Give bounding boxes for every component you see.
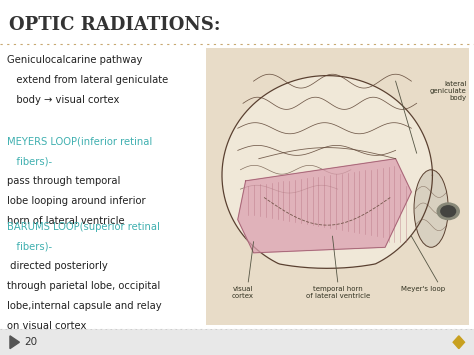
Text: horn of lateral ventricle: horn of lateral ventricle <box>7 216 125 226</box>
Text: MEYERS LOOP(inferior retinal: MEYERS LOOP(inferior retinal <box>7 137 152 147</box>
Text: Geniculocalcarine pathway: Geniculocalcarine pathway <box>7 55 143 65</box>
Text: temporal horn
of lateral ventricle: temporal horn of lateral ventricle <box>306 286 370 299</box>
Text: 20: 20 <box>25 337 38 347</box>
Text: body → visual cortex: body → visual cortex <box>7 95 119 105</box>
Text: directed posteriorly: directed posteriorly <box>7 262 108 272</box>
Polygon shape <box>10 336 19 349</box>
Text: OPTIC RADIATIONS:: OPTIC RADIATIONS: <box>9 16 221 34</box>
Polygon shape <box>238 159 411 253</box>
Text: extend from lateral geniculate: extend from lateral geniculate <box>7 75 168 85</box>
FancyBboxPatch shape <box>0 329 474 355</box>
Text: BARUMS LOOP(superior retinal: BARUMS LOOP(superior retinal <box>7 222 160 232</box>
Text: pass through temporal: pass through temporal <box>7 176 120 186</box>
Text: lateral
geniculate
body: lateral geniculate body <box>430 81 466 101</box>
Text: lobe looping around inferior: lobe looping around inferior <box>7 196 146 206</box>
Circle shape <box>441 206 456 217</box>
Text: fibers)-: fibers)- <box>7 157 52 166</box>
Polygon shape <box>453 336 465 349</box>
Text: lobe,internal capsule and relay: lobe,internal capsule and relay <box>7 301 162 311</box>
Text: through parietal lobe, occipital: through parietal lobe, occipital <box>7 281 160 291</box>
Text: fibers)-: fibers)- <box>7 242 52 252</box>
Text: visual
cortex: visual cortex <box>232 286 254 299</box>
Text: Meyer's loop: Meyer's loop <box>401 286 446 292</box>
Circle shape <box>437 203 459 220</box>
Ellipse shape <box>414 170 448 247</box>
Text: on visual cortex: on visual cortex <box>7 321 86 331</box>
Polygon shape <box>222 76 432 268</box>
FancyBboxPatch shape <box>206 48 469 325</box>
